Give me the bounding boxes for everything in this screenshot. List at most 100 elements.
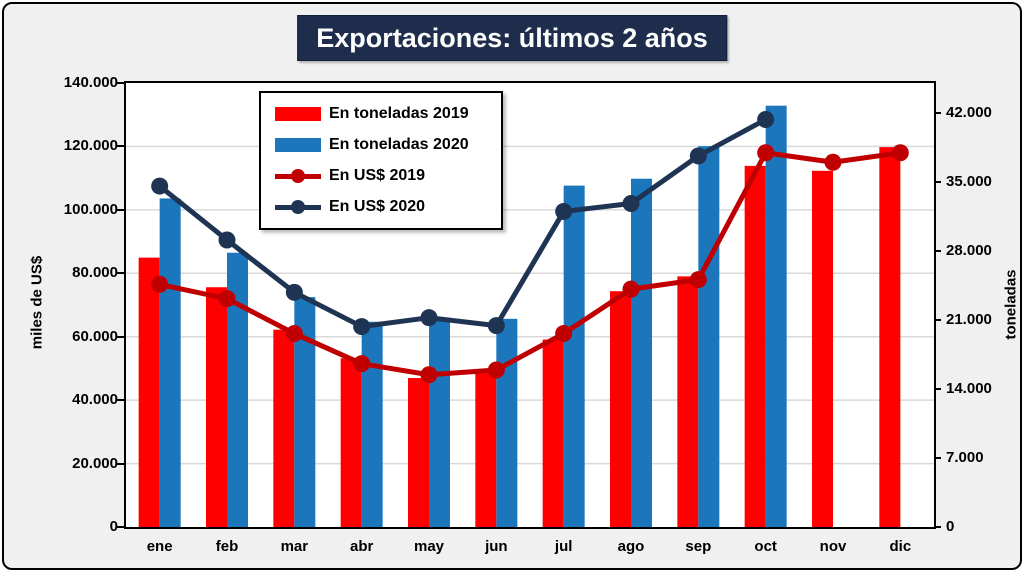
tick-mark-left (117, 208, 124, 211)
tick-mark-right (934, 526, 941, 528)
bar-en-toneladas-2020 (496, 318, 518, 527)
marker-en-us-2019 (285, 325, 303, 343)
bar-en-toneladas-2020 (361, 321, 383, 527)
bar-en-toneladas-2019 (542, 339, 564, 527)
legend-label: En toneladas 2020 (329, 136, 469, 153)
tick-mark-right (934, 387, 941, 390)
y-tick-label-left: 80.000 (72, 264, 118, 282)
line-en-us-2019 (157, 150, 903, 378)
legend-item-toneladas-2019: En toneladas 2019 (275, 103, 501, 125)
legend-item-usd-2020: En US$ 2020 (275, 196, 501, 218)
marker-en-us-2019 (420, 366, 438, 384)
tick-mark-left (117, 82, 124, 84)
bar-en-toneladas-2020 (698, 146, 720, 527)
bar-en-toneladas-2020 (429, 317, 450, 527)
x-tick-label: ago (617, 538, 645, 555)
legend-swatch-line-2020-icon (275, 199, 321, 215)
right-axis-title: toneladas (1002, 269, 1020, 340)
bar-en-toneladas-2020 (631, 178, 652, 527)
marker-en-us-2020 (353, 318, 371, 336)
tick-mark-right (934, 180, 941, 183)
legend-item-usd-2019: En US$ 2019 (275, 165, 501, 187)
marker-en-us-2020 (218, 231, 236, 249)
x-tick-label: oct (754, 538, 777, 555)
marker-en-us-2019 (487, 361, 505, 379)
marker-en-us-2020 (285, 283, 303, 301)
marker-en-us-2020 (487, 317, 505, 335)
marker-en-us-2020 (757, 110, 775, 128)
x-tick-label: mar (280, 538, 309, 555)
y-tick-label-right: 42.000 (946, 103, 992, 121)
marker-en-us-2019 (353, 355, 371, 373)
marker-en-us-2019 (555, 325, 573, 343)
y-tick-label-right: 35.000 (946, 172, 992, 190)
y-tick-label-left: 0 (109, 518, 118, 535)
marker-en-us-2020 (420, 309, 438, 327)
bar-en-toneladas-2019 (475, 373, 497, 527)
x-tick-label: dic (889, 538, 912, 555)
x-tick-label: may (413, 538, 445, 555)
marker-en-us-2020 (151, 177, 169, 195)
tick-mark-right (934, 318, 941, 321)
x-tick-label: jul (554, 538, 573, 555)
legend-box: En toneladas 2019 En toneladas 2020 En U… (259, 91, 503, 230)
bar-en-toneladas-2019 (138, 257, 160, 527)
bar-en-toneladas-2020 (227, 252, 248, 527)
bar-en-toneladas-2020 (563, 185, 585, 527)
legend-swatch-bar-2020-icon (275, 138, 321, 152)
marker-en-us-2019 (218, 290, 236, 308)
bar-en-toneladas-2019 (408, 378, 429, 527)
plot-area: En toneladas 2019 En toneladas 2020 En U… (124, 81, 936, 529)
tick-mark-left (117, 335, 124, 338)
marker-en-us-2019 (824, 153, 842, 171)
legend-label: En US$ 2020 (329, 198, 426, 215)
marker-en-us-2019 (689, 271, 707, 289)
bar-en-toneladas-2019 (744, 165, 766, 527)
chart-title: Exportaciones: últimos 2 años (297, 15, 727, 61)
marker-en-us-2019 (757, 144, 775, 162)
bar-en-toneladas-2019 (273, 329, 295, 527)
y-tick-label-right: 14.000 (946, 379, 992, 397)
tick-mark-right (934, 111, 941, 114)
tick-mark-right (934, 249, 941, 252)
x-tick-label: feb (215, 538, 239, 555)
x-tick-label: abr (349, 538, 374, 555)
marker-en-us-2019 (622, 280, 640, 298)
marker-en-us-2019 (891, 144, 909, 162)
legend-item-toneladas-2020: En toneladas 2020 (275, 134, 501, 156)
y-tick-label-left: 120.000 (63, 137, 118, 155)
bar-en-toneladas-2019 (879, 147, 901, 527)
y-tick-label-left: 40.000 (72, 391, 118, 409)
bar-en-toneladas-2019 (610, 291, 631, 527)
bar-en-toneladas-2019 (340, 358, 362, 527)
tick-mark-left (117, 526, 124, 528)
x-tick-label: nov (819, 538, 847, 555)
bar-en-toneladas-2020 (294, 297, 316, 527)
tick-mark-right (934, 456, 941, 459)
tick-mark-left (117, 462, 124, 465)
marker-en-us-2020 (555, 202, 573, 220)
bar-en-toneladas-2020 (159, 198, 181, 527)
x-tick-label: jun (485, 538, 508, 555)
plot-svg (126, 105, 934, 527)
y-tick-label-right: 21.000 (946, 310, 992, 328)
bar-en-toneladas-2019 (206, 287, 227, 527)
x-tick-label: sep (685, 538, 712, 555)
legend-swatch-bar-2019-icon (275, 107, 321, 121)
y-tick-label-left: 20.000 (72, 454, 118, 472)
marker-en-us-2019 (151, 275, 169, 293)
x-tick-label: ene (146, 538, 173, 555)
bar-en-toneladas-2020 (765, 105, 787, 527)
tick-mark-left (117, 399, 124, 402)
tick-mark-left (117, 272, 124, 275)
marker-en-us-2020 (622, 195, 640, 213)
y-tick-label-left: 140.000 (63, 74, 118, 91)
y-tick-label-left: 60.000 (72, 327, 118, 345)
marker-en-us-2020 (689, 147, 707, 165)
y-tick-label-left: 100.000 (63, 200, 118, 218)
bar-en-toneladas-2019 (812, 170, 833, 527)
legend-label: En US$ 2019 (329, 167, 426, 184)
legend-swatch-line-2019-icon (275, 168, 321, 184)
y-tick-label-right: 0 (946, 518, 955, 535)
